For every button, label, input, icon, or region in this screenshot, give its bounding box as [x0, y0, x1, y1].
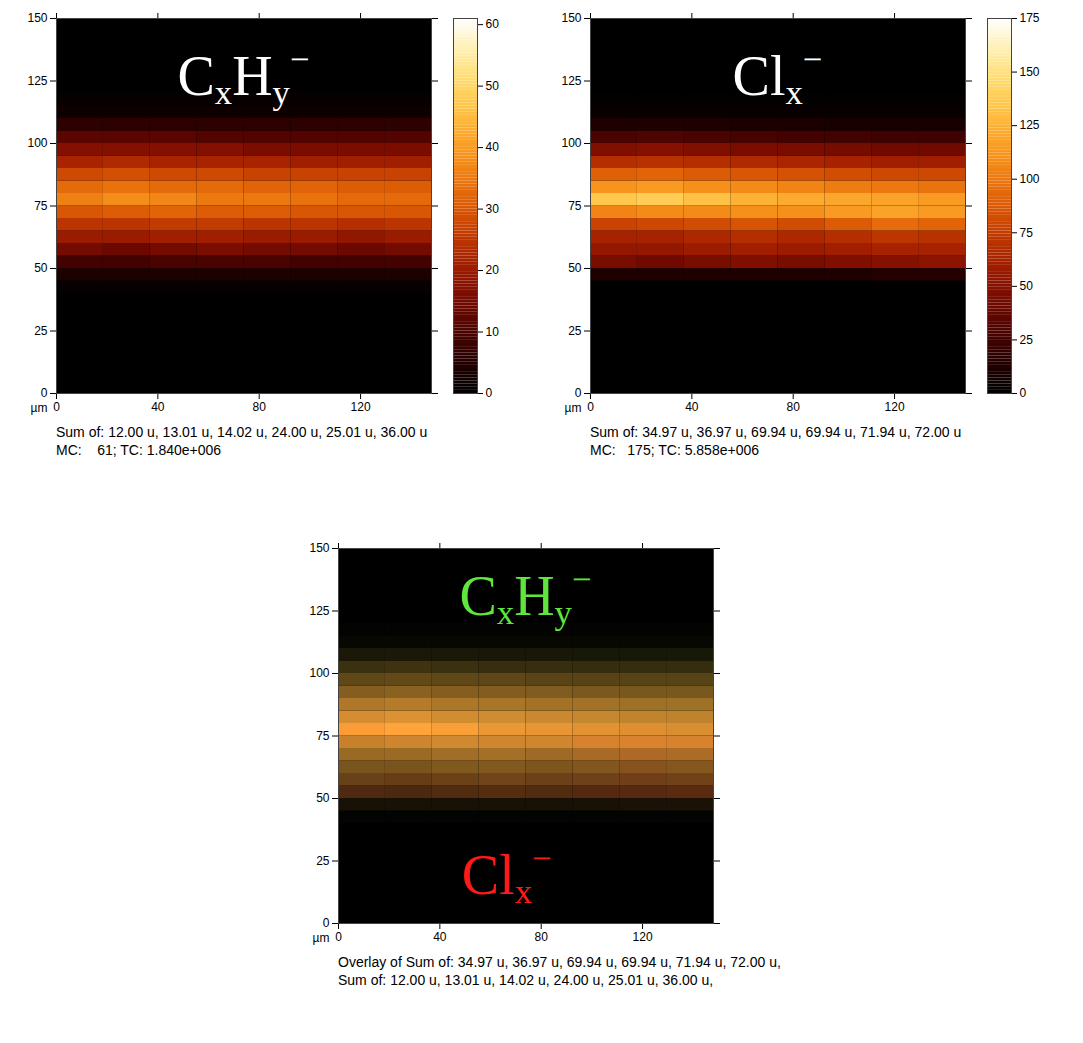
svg-text:120: 120 — [351, 400, 371, 414]
html-text:Overlay of Sum of: 34.97 u, 36: Overlay of Sum of: 34.97 u, 36.97 u, 69.… — [338, 954, 785, 988]
svg-text:75: 75 — [1020, 226, 1034, 240]
svg-text:100: 100 — [27, 136, 47, 150]
svg-text:0: 0 — [1020, 386, 1027, 400]
svg-text:10: 10 — [486, 325, 500, 339]
svg-text:50: 50 — [1020, 279, 1034, 293]
svg-text:80: 80 — [535, 930, 549, 944]
svg-text:125: 125 — [27, 74, 47, 88]
svg-text:25: 25 — [1020, 333, 1034, 347]
svg-text:40: 40 — [433, 930, 447, 944]
svg-text:20: 20 — [486, 263, 500, 277]
svg-text:0: 0 — [486, 386, 493, 400]
svg-text:0: 0 — [323, 916, 330, 930]
svg-text:80: 80 — [787, 400, 801, 414]
svg-text:µm: µm — [313, 931, 330, 945]
svg-text:0: 0 — [53, 400, 60, 414]
html-text:Sum of: 12.00 u, 13.01 u, 14.0: Sum of: 12.00 u, 13.01 u, 14.02 u, 24.00… — [56, 424, 428, 458]
svg-text:µm: µm — [565, 401, 582, 415]
svg-text:50: 50 — [316, 791, 330, 805]
svg-text:40: 40 — [685, 400, 699, 414]
svg-text:50: 50 — [568, 261, 582, 275]
html-text:Clx: Clx — [732, 45, 803, 112]
svg-text:25: 25 — [568, 324, 582, 338]
svg-text:75: 75 — [34, 199, 48, 213]
svg-text:0: 0 — [41, 386, 48, 400]
svg-text:125: 125 — [1020, 118, 1040, 132]
svg-text:150: 150 — [561, 11, 581, 25]
svg-text:25: 25 — [316, 854, 330, 868]
svg-text:150: 150 — [27, 11, 47, 25]
svg-text:50: 50 — [34, 261, 48, 275]
svg-text:0: 0 — [575, 386, 582, 400]
svg-text:75: 75 — [568, 199, 582, 213]
svg-text:40: 40 — [151, 400, 165, 414]
svg-text:125: 125 — [561, 74, 581, 88]
svg-text:175: 175 — [1020, 11, 1040, 25]
html-text:CxHy: CxHy — [177, 45, 290, 112]
svg-text:120: 120 — [885, 400, 905, 414]
svg-text:150: 150 — [309, 541, 329, 555]
svg-text:80: 80 — [253, 400, 267, 414]
svg-text:60: 60 — [486, 17, 500, 31]
html-text:Clx: Clx — [461, 844, 533, 911]
svg-text:0: 0 — [335, 930, 342, 944]
html-text:CxHy: CxHy — [459, 565, 572, 632]
html-text:Sum of: 34.97 u, 36.97 u, 69.9: Sum of: 34.97 u, 36.97 u, 69.94 u, 69.94… — [590, 424, 962, 458]
svg-text:40: 40 — [486, 140, 500, 154]
svg-text:50: 50 — [486, 79, 500, 93]
svg-text:µm: µm — [31, 401, 48, 415]
svg-text:125: 125 — [309, 604, 329, 618]
svg-text:120: 120 — [633, 930, 653, 944]
svg-text:100: 100 — [561, 136, 581, 150]
svg-text:75: 75 — [316, 729, 330, 743]
svg-text:150: 150 — [1020, 65, 1040, 79]
svg-text:30: 30 — [486, 202, 500, 216]
svg-text:0: 0 — [587, 400, 594, 414]
svg-text:100: 100 — [309, 666, 329, 680]
svg-text:25: 25 — [34, 324, 48, 338]
svg-text:100: 100 — [1020, 172, 1040, 186]
